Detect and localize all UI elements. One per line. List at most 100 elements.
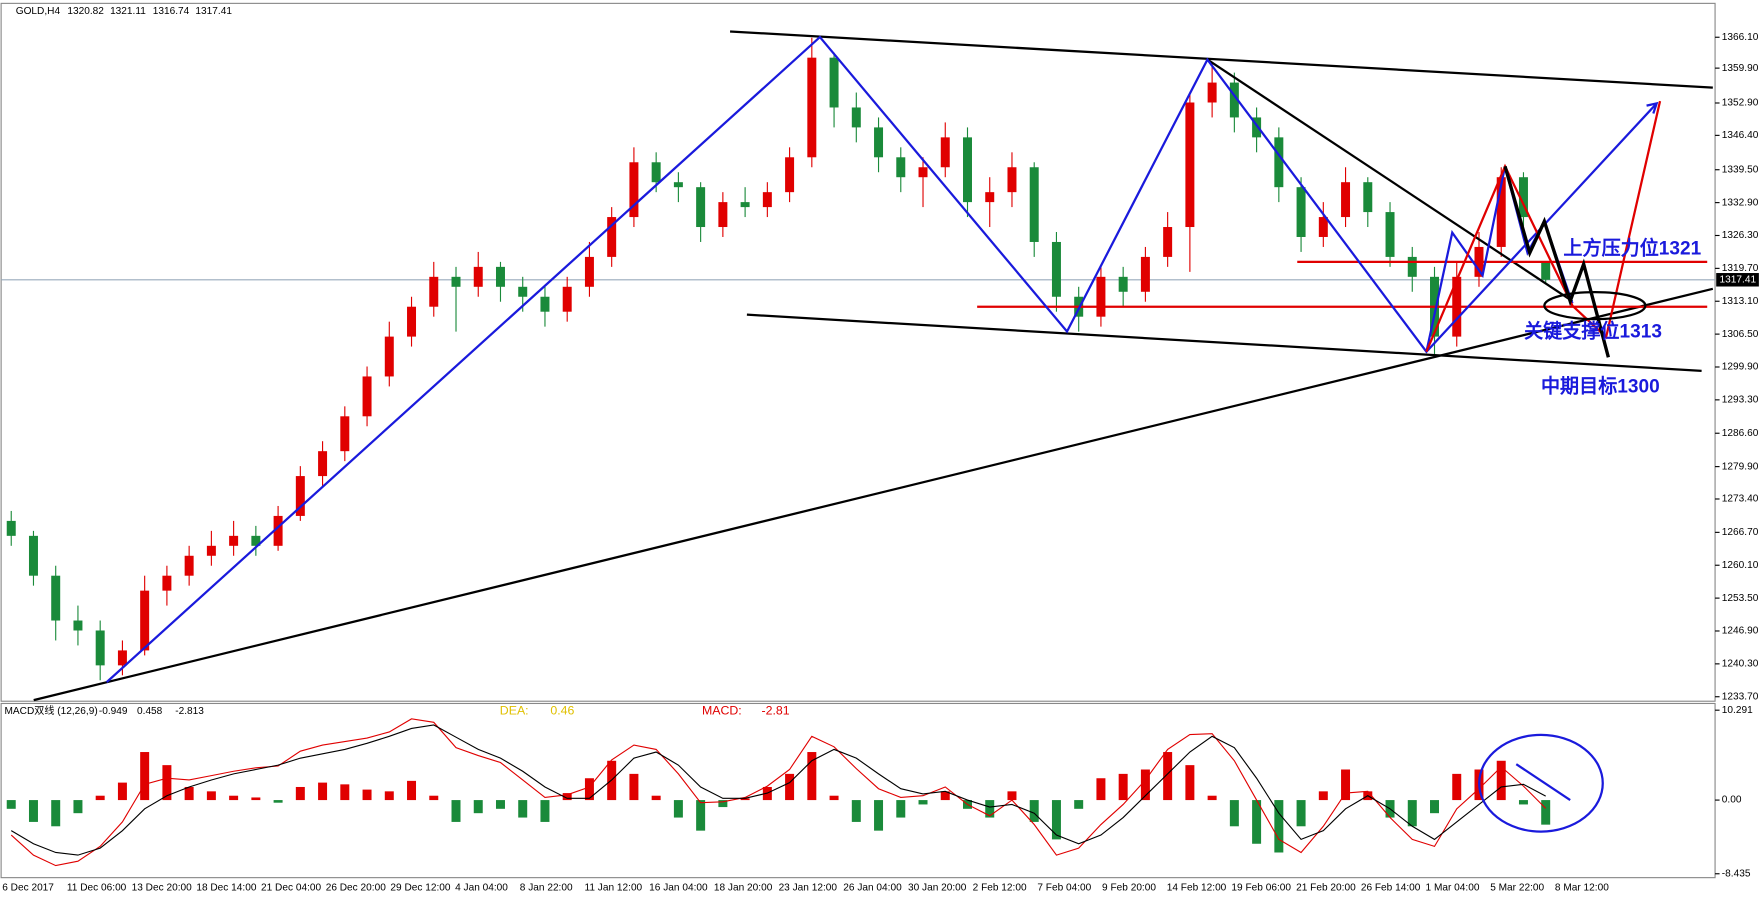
ellipse bbox=[1478, 733, 1604, 833]
y-tick-label: 1279.90 bbox=[1722, 461, 1759, 472]
y-tick-label: 1240.30 bbox=[1722, 659, 1759, 670]
trend-line bbox=[746, 313, 1702, 372]
candle-body bbox=[607, 217, 617, 257]
histogram-bar bbox=[429, 795, 439, 801]
candle-body bbox=[785, 157, 795, 193]
histogram-bar bbox=[184, 786, 194, 801]
histogram-bar bbox=[473, 800, 483, 814]
candle-body bbox=[829, 57, 839, 108]
header-value: 1320.82 bbox=[67, 6, 104, 17]
macd-panel bbox=[0, 702, 1716, 879]
y-tick-label: 1286.60 bbox=[1722, 428, 1759, 439]
histogram-bar bbox=[1140, 769, 1150, 801]
candle-body bbox=[206, 545, 216, 556]
candle-body bbox=[1363, 182, 1373, 213]
candle-body bbox=[584, 256, 594, 287]
y-tick-label: 1260.10 bbox=[1722, 560, 1759, 571]
histogram-bar bbox=[740, 798, 750, 801]
candle-body bbox=[1007, 167, 1017, 193]
candle-body bbox=[1185, 102, 1195, 228]
price-box bbox=[1716, 273, 1759, 287]
candle-body bbox=[963, 137, 972, 203]
histogram-bar bbox=[6, 800, 16, 809]
trend-line bbox=[33, 287, 1714, 702]
x-tick-label: 7 Feb 04:00 bbox=[1037, 882, 1091, 893]
x-tick-label: 1 Mar 04:00 bbox=[1426, 882, 1480, 893]
histogram-bar bbox=[1274, 800, 1284, 853]
histogram-bar bbox=[785, 773, 795, 801]
histogram-bar bbox=[73, 800, 83, 814]
histogram-bar bbox=[1051, 800, 1061, 840]
candle-body bbox=[495, 266, 505, 287]
candle-body bbox=[918, 167, 928, 178]
candle-body bbox=[1385, 212, 1395, 257]
histogram-bar bbox=[673, 800, 683, 818]
macd-value: -2.81 bbox=[762, 704, 790, 718]
candle-body bbox=[6, 520, 16, 536]
y-tick-label: 1339.50 bbox=[1722, 164, 1759, 175]
candle-body bbox=[229, 535, 239, 546]
histogram-bar bbox=[295, 786, 305, 801]
indicator-line bbox=[10, 718, 1547, 867]
y-tick-label: 1332.90 bbox=[1722, 197, 1759, 208]
candle-body bbox=[896, 157, 906, 178]
candle-body bbox=[518, 286, 528, 297]
x-tick-label: 5 Mar 22:00 bbox=[1490, 882, 1544, 893]
histogram-bar bbox=[251, 797, 261, 801]
histogram-bar bbox=[1207, 795, 1217, 801]
candle-body bbox=[28, 535, 38, 576]
candle-body bbox=[318, 451, 328, 477]
x-tick-label: 26 Jan 04:00 bbox=[843, 882, 902, 893]
histogram-bar bbox=[495, 800, 505, 809]
x-tick-label: 26 Feb 14:00 bbox=[1361, 882, 1421, 893]
y-tick-label: 10.291 bbox=[1722, 705, 1753, 716]
x-tick-label: 18 Dec 14:00 bbox=[196, 882, 256, 893]
indicator-value: -2.813 bbox=[175, 706, 204, 717]
indicator-line bbox=[10, 724, 1546, 856]
histogram-bar bbox=[451, 800, 461, 822]
histogram-bar bbox=[28, 800, 38, 822]
x-tick-label: 26 Dec 20:00 bbox=[326, 882, 386, 893]
indicator-value: -0.949 bbox=[99, 706, 128, 717]
trend-line bbox=[729, 30, 1713, 89]
y-tick-label: 1326.30 bbox=[1722, 230, 1759, 241]
forecast-line bbox=[1503, 165, 1611, 358]
histogram-bar bbox=[1341, 769, 1351, 801]
histogram-bar bbox=[518, 800, 528, 818]
histogram-bar bbox=[1007, 791, 1017, 801]
histogram-bar bbox=[629, 773, 639, 801]
candle-body bbox=[1252, 117, 1262, 138]
histogram-bar bbox=[1118, 773, 1128, 801]
histogram-bar bbox=[162, 765, 172, 801]
macd-label: MACD: bbox=[702, 704, 742, 718]
histogram-bar bbox=[918, 800, 928, 805]
y-tick-label: 1366.10 bbox=[1722, 32, 1759, 43]
y-tick-label: 1313.10 bbox=[1722, 296, 1759, 307]
y-tick-label: 1359.90 bbox=[1722, 63, 1759, 74]
header-value: 1316.74 bbox=[153, 6, 190, 17]
x-tick-label: 30 Jan 20:00 bbox=[908, 882, 967, 893]
candle-body bbox=[117, 650, 127, 666]
x-tick-label: 29 Dec 12:00 bbox=[390, 882, 450, 893]
candle-body bbox=[251, 535, 261, 546]
histogram-bar bbox=[562, 793, 572, 801]
histogram-bar bbox=[1096, 778, 1106, 801]
histogram-bar bbox=[1407, 800, 1417, 827]
candle-body bbox=[73, 620, 83, 631]
candle-body bbox=[629, 162, 639, 218]
candle-body bbox=[540, 296, 550, 312]
histogram-bar bbox=[1229, 800, 1239, 827]
candle-body bbox=[1341, 182, 1351, 218]
price-panel bbox=[0, 2, 1716, 702]
x-tick-label: 21 Dec 04:00 bbox=[261, 882, 321, 893]
candle-body bbox=[807, 57, 817, 158]
ellipse bbox=[1543, 291, 1647, 321]
candle-body bbox=[718, 202, 728, 228]
candle-body bbox=[874, 127, 884, 158]
candle-body bbox=[940, 137, 950, 168]
candle-body bbox=[362, 376, 372, 417]
histogram-bar bbox=[985, 800, 995, 818]
histogram-bar bbox=[1185, 765, 1195, 801]
histogram-bar bbox=[1496, 760, 1506, 801]
histogram-bar bbox=[829, 795, 839, 801]
